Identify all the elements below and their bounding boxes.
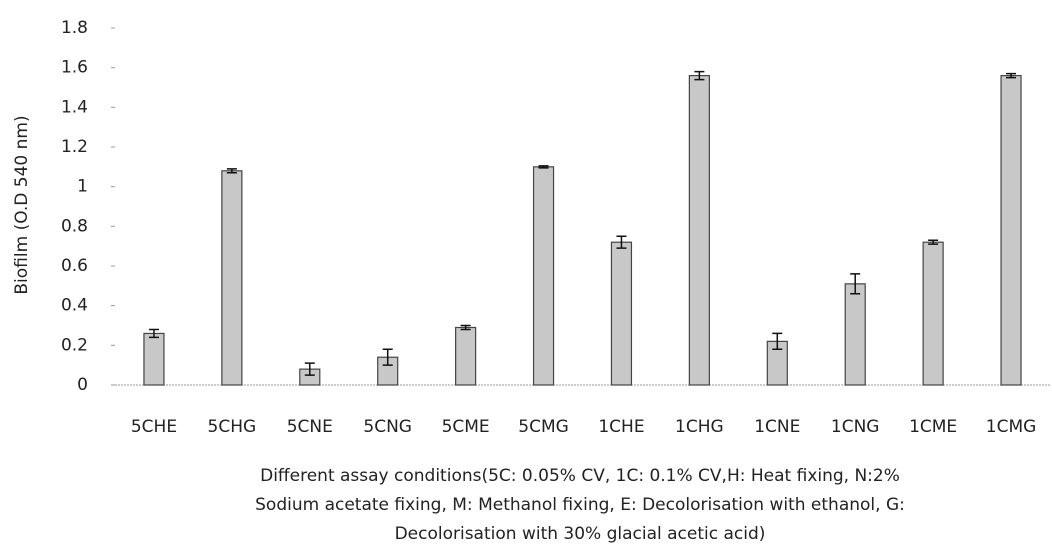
y-tick-label: 1.2 [61,137,88,157]
x-tick-label: 5CNG [363,417,412,437]
x-tick-label: 1CHG [675,417,724,437]
x-tick-label: 5CMG [518,417,569,437]
bar [221,170,243,386]
y-tick-label: 1 [77,177,88,197]
error-bar [460,324,471,331]
y-axis-title: Biofilm (O.D 540 nm) [12,115,32,294]
error-bar [304,362,315,376]
y-tick-label: 1.6 [61,58,88,78]
error-bar [148,328,159,339]
error-bar [616,235,627,249]
error-bar [850,273,861,295]
error-bar [1006,72,1017,79]
y-tick-label: 0.4 [61,296,88,316]
bar [143,332,165,386]
y-tick-label: 1.8 [61,18,88,38]
x-tick-label: 5CHG [208,417,257,437]
error-bar [772,332,783,351]
error-bar [928,239,939,245]
error-bar [226,168,237,174]
x-tick-label: 5CNE [287,417,333,437]
y-tick-label: 0.8 [61,216,88,236]
bar [610,241,633,386]
bar [1000,74,1022,386]
x-tick-label: 1CNE [754,417,800,437]
x-tick-label: 1CHE [598,417,644,437]
bar [455,326,477,386]
bar [922,241,944,386]
x-tick-label: 1CME [909,417,957,437]
x-tick-label: 1CNG [831,417,880,437]
error-bar [538,165,549,169]
y-tick-label: 0.2 [61,335,88,355]
error-bar [694,70,705,81]
y-tick-label: 0.6 [61,256,88,276]
bar [844,283,866,386]
bar [532,166,555,386]
y-tick-label: 1.4 [61,97,88,117]
x-tick-label: 1CMG [986,417,1037,437]
x-tick-label: 5CME [442,417,490,437]
x-tick-label: 5CHE [131,417,177,437]
x-axis-title: Different assay conditions(5C: 0.05% CV,… [260,466,900,486]
error-bar [382,348,393,366]
x-axis-title: Sodium acetate fixing, M: Methanol fixin… [255,495,905,515]
y-tick-label: 0 [77,375,88,395]
x-axis-title: Decolorisation with 30% glacial acetic a… [395,524,766,544]
bar [688,74,710,386]
